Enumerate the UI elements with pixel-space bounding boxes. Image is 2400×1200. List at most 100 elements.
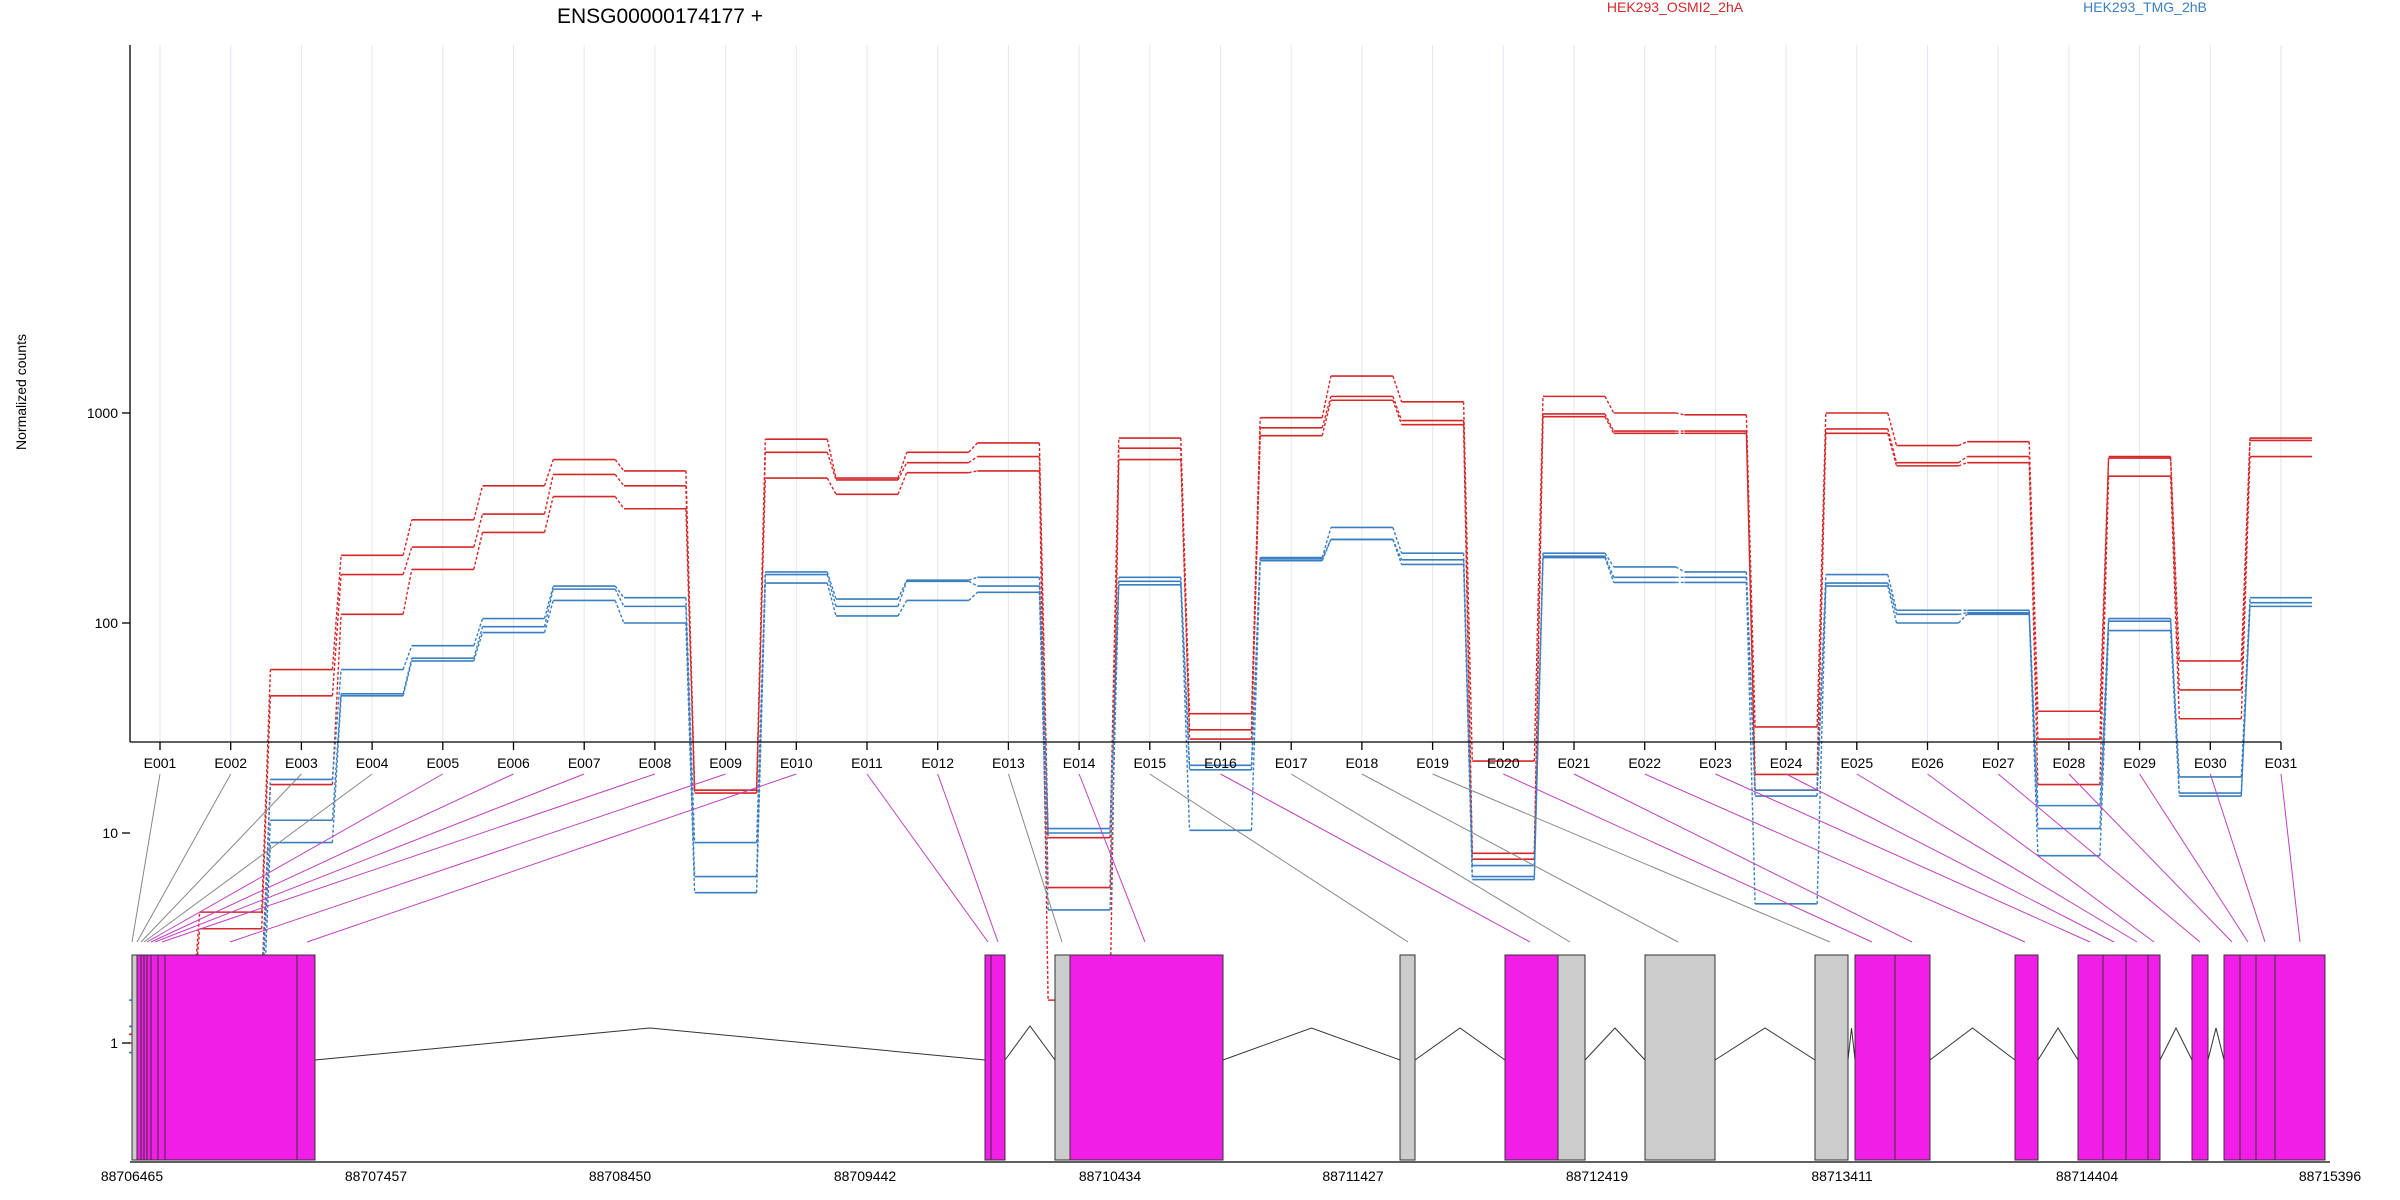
series-connector bbox=[1887, 574, 1898, 611]
series-connector bbox=[897, 579, 908, 600]
series-connector bbox=[2099, 618, 2110, 806]
x-tick-label-e006: E006 bbox=[497, 755, 530, 771]
series-connector bbox=[402, 569, 413, 615]
x-tick-label-e003: E003 bbox=[285, 755, 318, 771]
exon-connector-e022 bbox=[1644, 773, 2026, 943]
x-tick-label-e018: E018 bbox=[1346, 755, 1379, 771]
series-connector bbox=[1392, 396, 1403, 421]
series-connector bbox=[2028, 612, 2039, 829]
exon-block-21 bbox=[2014, 954, 2039, 1161]
exon-block-20 bbox=[1894, 954, 1931, 1161]
series-connector bbox=[1958, 441, 1968, 447]
series-connector bbox=[1321, 396, 1332, 429]
exon-connector-e029 bbox=[2139, 773, 2249, 943]
x-tick-label-e014: E014 bbox=[1063, 755, 1096, 771]
series-connector bbox=[402, 660, 413, 696]
exon-connector-e026 bbox=[1927, 773, 2155, 943]
series-connector bbox=[1604, 552, 1615, 568]
x-tick-label-e013: E013 bbox=[992, 755, 1025, 771]
x-tick-label-e011: E011 bbox=[851, 755, 883, 771]
x-tick-label-e017: E017 bbox=[1275, 755, 1308, 771]
series-connector bbox=[897, 581, 908, 607]
genomic-coordinate-label: 88712419 bbox=[1566, 1168, 1629, 1184]
series-connector bbox=[826, 582, 837, 617]
exon-connector-e019 bbox=[1432, 773, 1831, 943]
series-connector bbox=[1887, 585, 1898, 624]
series-connector bbox=[1604, 416, 1615, 434]
intron-line bbox=[314, 1027, 986, 1061]
exon-block-2 bbox=[136, 954, 142, 1161]
series-connector bbox=[1038, 470, 1049, 1001]
series-connector bbox=[897, 452, 908, 479]
exon-block-9 bbox=[296, 954, 316, 1161]
exon-connector-e001 bbox=[131, 773, 161, 943]
series-connector bbox=[331, 574, 342, 696]
y-tick-label: 1 bbox=[110, 1035, 118, 1051]
exon-connector-e004 bbox=[143, 773, 373, 943]
series-connector bbox=[968, 456, 978, 464]
exon-block-25 bbox=[2147, 954, 2161, 1161]
series-connector bbox=[2240, 456, 2251, 719]
intron-line bbox=[1847, 1027, 1856, 1061]
gene-model: 88706465 88707457 88708450 88709442 88710434… bbox=[101, 954, 2361, 1184]
x-tick-label-e024: E024 bbox=[1770, 755, 1803, 771]
series-connector bbox=[1392, 539, 1403, 561]
series-connector bbox=[473, 632, 484, 662]
y-tick-label: 1000 bbox=[87, 405, 118, 421]
exon-block-10 bbox=[984, 954, 992, 1161]
series-connector bbox=[473, 485, 484, 520]
exon-connector-e028 bbox=[2068, 773, 2233, 943]
exon-block-8 bbox=[164, 954, 298, 1161]
exon-connector-e030 bbox=[2209, 773, 2266, 943]
series-connector bbox=[968, 580, 978, 587]
exon-block-23 bbox=[2102, 954, 2127, 1161]
exon-block-22 bbox=[2077, 954, 2104, 1161]
series-connector bbox=[826, 574, 837, 607]
vertical-gridlines bbox=[159, 45, 2282, 742]
series-connector bbox=[2169, 630, 2180, 797]
exon-block-15 bbox=[1504, 954, 1559, 1161]
series-connector bbox=[614, 588, 625, 607]
series-connector bbox=[2240, 602, 2251, 794]
series-connector bbox=[1392, 539, 1403, 565]
series-connector bbox=[897, 462, 908, 481]
exon-block-26 bbox=[2191, 954, 2209, 1161]
series-connector bbox=[614, 496, 625, 510]
intron-line bbox=[1414, 1027, 1506, 1061]
series-connector bbox=[2169, 618, 2180, 777]
exon-connector-e021 bbox=[1573, 773, 1913, 943]
x-tick-label-e005: E005 bbox=[426, 755, 459, 771]
series-connector bbox=[1958, 611, 1968, 615]
exon-connector-e023 bbox=[1715, 773, 2091, 943]
intron-line bbox=[2159, 1026, 2193, 1061]
series-connector bbox=[2099, 476, 2110, 785]
x-tick-label-e027: E027 bbox=[1982, 755, 2015, 771]
exon-block-19 bbox=[1854, 954, 1896, 1161]
exon-block-7 bbox=[157, 954, 166, 1161]
exon-connector-e017 bbox=[1290, 773, 1571, 943]
exon-connector-e009 bbox=[229, 773, 726, 943]
series-connector bbox=[1958, 456, 1968, 464]
legend-condition-a: HEK293_OSMI2_2hA bbox=[1607, 0, 1744, 15]
x-tick-label-e009: E009 bbox=[709, 755, 742, 771]
genomic-coordinate-label: 88711427 bbox=[1322, 1168, 1383, 1184]
series-connector bbox=[1887, 582, 1898, 615]
intron-line bbox=[1222, 1027, 1401, 1061]
series-connector bbox=[1533, 557, 1544, 880]
exon-connector-e010 bbox=[306, 773, 797, 943]
x-tick-label-e015: E015 bbox=[1133, 755, 1166, 771]
series-connector bbox=[2028, 614, 2039, 856]
y-axis-label: Normalized counts bbox=[13, 334, 29, 450]
exon-connector-e011 bbox=[866, 773, 989, 943]
genomic-coordinate-label: 88710434 bbox=[1079, 1168, 1142, 1184]
series-connector bbox=[2099, 458, 2110, 740]
exon-block-6 bbox=[150, 954, 159, 1161]
series-connector bbox=[614, 459, 625, 472]
gene-title: ENSG00000174177 + bbox=[557, 5, 763, 28]
x-tick-label-e020: E020 bbox=[1487, 755, 1520, 771]
series-connector bbox=[685, 508, 696, 794]
series-connector bbox=[1675, 412, 1685, 416]
series-connector bbox=[473, 513, 484, 548]
exon-block-11 bbox=[990, 954, 1006, 1161]
series-connector bbox=[543, 600, 554, 633]
